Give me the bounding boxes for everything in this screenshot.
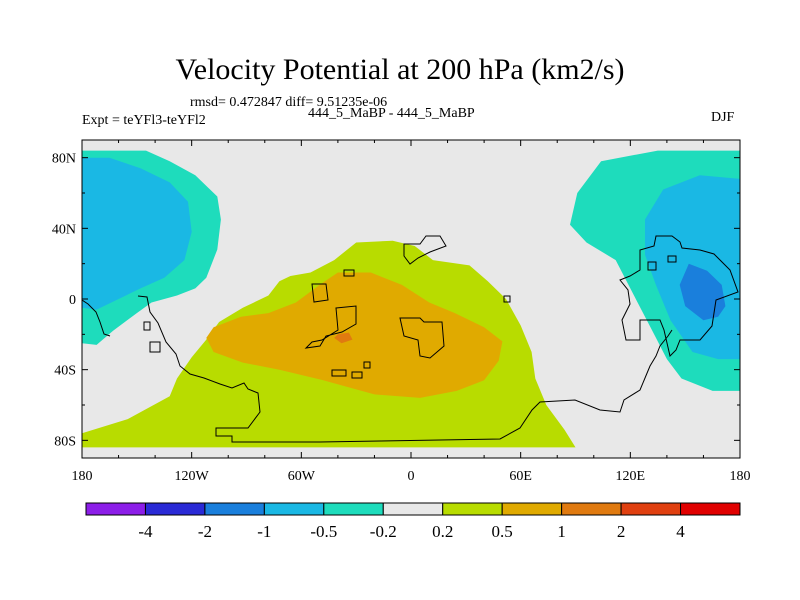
colorbar-label: -4 [138, 522, 153, 541]
colorbar-box [620, 502, 682, 516]
y-tick-label: 40S [54, 364, 76, 379]
colorbar-box [204, 502, 265, 516]
contour-region-8 [679, 263, 726, 321]
coastline-europe [403, 235, 447, 265]
x-tick-label: 0 [408, 469, 415, 484]
x-axis: 180 120W 60W 0 60E 120E 180 [72, 140, 751, 484]
colorbar-label: 4 [676, 522, 685, 541]
y-axis: 80N 40N 0 40S 80S [52, 152, 740, 449]
coastline-group [82, 235, 739, 443]
y-tick-label: 0 [69, 293, 76, 308]
colorbar: -4 -2 -1 -0.5 -0.2 0.2 0.5 1 2 4 [85, 502, 741, 541]
chart-title: Velocity Potential at 200 hPa (km2/s) [175, 53, 625, 86]
coastline-africa [304, 283, 357, 349]
colorbar-label: 1 [557, 522, 566, 541]
colorbar-label: -0.2 [370, 522, 397, 541]
season-label: DJF [711, 110, 735, 125]
coastline-southern-ocean [82, 299, 111, 337]
y-tick-label: 80N [52, 152, 76, 167]
x-tick-label: 180 [72, 469, 93, 484]
colorbar-label: -0.5 [310, 522, 337, 541]
colorbar-box [144, 502, 206, 516]
x-tick-label: 120W [175, 469, 210, 484]
colorbar-box [382, 502, 444, 516]
coastline-islands [143, 269, 511, 379]
colorbar-box [323, 502, 384, 516]
x-tick-label: 120E [616, 469, 646, 484]
colorbar-label: -1 [257, 522, 271, 541]
coastline-indonesia [647, 255, 677, 271]
experiment-label: Expt = teYFl3-teYFl2 [82, 113, 206, 128]
colorbar-box [680, 502, 741, 516]
x-tick-label: 60E [509, 469, 532, 484]
colorbar-box [561, 502, 622, 516]
case-label: 444_5_MaBP - 444_5_MaBP [308, 106, 475, 121]
x-tick-label: 60W [288, 469, 316, 484]
y-tick-label: 80S [54, 434, 76, 449]
colorbar-box [442, 502, 503, 516]
contour-region-5 [82, 157, 192, 310]
colorbar-label: 0.5 [492, 522, 513, 541]
y-tick-label: 40N [52, 222, 76, 237]
coastline-south-america [137, 295, 673, 443]
colorbar-label: -2 [198, 522, 212, 541]
colorbar-box [263, 502, 325, 516]
colorbar-box [85, 502, 146, 516]
coastline-asia [619, 235, 739, 357]
x-tick-label: 180 [730, 469, 751, 484]
rmsd-text: rmsd= 0.472847 diff= 9.51235e-06 [190, 95, 388, 110]
contour-region-2 [206, 272, 503, 398]
colorbar-label: 0.2 [432, 522, 453, 541]
coastline-island-madagascar [399, 317, 445, 359]
contour-region-3 [334, 332, 353, 344]
colorbar-label: 2 [617, 522, 626, 541]
colorbar-box [501, 502, 563, 516]
contour-fill-group [82, 150, 740, 448]
